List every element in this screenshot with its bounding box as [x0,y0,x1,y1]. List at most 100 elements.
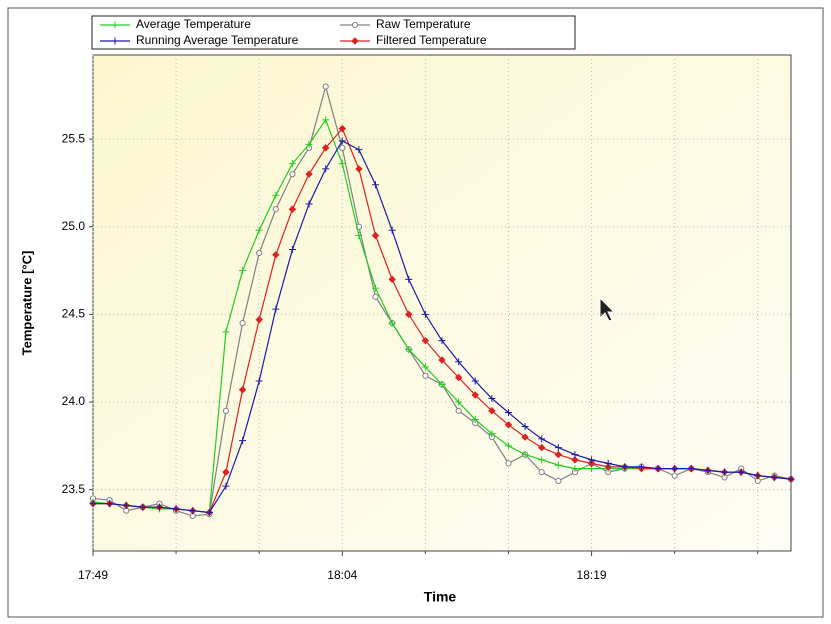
legend-marker [351,37,359,45]
data-point [571,465,579,473]
data-point [770,473,778,481]
data-point [355,232,363,240]
data-point [687,465,695,473]
legend-box [91,15,576,50]
data-point [554,444,562,452]
legend-label: Filtered Temperature [376,33,487,47]
data-point [471,377,479,385]
data-point [189,507,197,515]
data-point [754,472,762,480]
data-point [339,144,346,151]
data-point [338,137,346,145]
plot-area [92,54,792,552]
data-point [505,460,512,467]
data-point [288,205,297,213]
data-point [338,160,346,168]
data-point [721,468,729,476]
data-point [504,409,512,417]
data-point [388,226,396,234]
data-point [305,200,313,208]
data-point [555,477,562,484]
data-point [488,407,496,415]
data-point [205,508,213,516]
data-point [604,463,612,471]
data-point [538,469,545,476]
data-point [455,398,463,406]
data-point [421,336,430,345]
data-point [239,437,247,445]
data-point [787,475,795,483]
data-point [372,284,380,292]
data-point [372,293,379,300]
data-point [272,251,280,259]
data-point [139,503,147,511]
y-tick-label: 25.0 [62,219,86,233]
x-tick-label: 17:49 [78,568,108,582]
data-point [488,395,496,403]
data-point [471,391,479,399]
data-point [654,465,662,473]
data-point [288,246,296,254]
data-point [538,435,546,443]
data-point [372,181,380,189]
data-point [405,275,413,283]
data-point [338,124,346,133]
data-point [288,160,296,168]
data-point [272,191,280,199]
data-point [89,500,97,508]
data-point [671,465,679,473]
data-point [222,328,230,336]
data-point [438,380,446,388]
data-point [571,451,579,459]
data-point [621,463,629,471]
data-point [504,442,512,450]
y-tick-label: 23.5 [62,482,86,496]
data-point [272,305,280,313]
data-point [737,468,745,476]
data-point [106,500,114,508]
data-point [322,83,329,90]
legend-marker [111,21,119,29]
y-tick-label: 25.5 [62,131,86,145]
data-point [122,501,130,509]
data-point [405,345,413,353]
data-point [256,249,263,257]
data-point [538,443,546,452]
data-point [438,337,446,345]
data-point [604,459,612,467]
data-point [321,144,330,152]
data-point [454,373,463,382]
data-point [155,503,163,511]
data-point [272,206,279,213]
data-point [222,407,230,414]
legend-label: Average Temperature [136,17,251,31]
data-point [521,433,529,441]
data-point [238,386,247,394]
data-point [355,146,363,154]
data-point [421,310,429,318]
data-point [554,461,562,469]
data-point [239,320,246,327]
data-point [371,231,380,240]
data-point [172,505,180,513]
data-point [405,310,413,319]
data-point [222,482,230,490]
legend-marker [111,37,119,45]
data-point [538,456,546,464]
data-point [488,430,496,438]
x-axis-title: Time [424,589,457,605]
y-tick-label: 24.5 [62,307,86,321]
data-point [421,363,429,371]
data-point [388,319,396,327]
y-tick-label: 24.0 [62,394,86,408]
data-point [521,451,529,459]
data-point [438,356,446,364]
data-point [305,140,313,148]
data-point [455,407,462,414]
data-point [637,463,645,471]
data-point [322,165,330,173]
legend-marker [351,21,359,29]
y-axis-title: Temperature [°C] [19,251,34,356]
data-point [671,472,678,479]
